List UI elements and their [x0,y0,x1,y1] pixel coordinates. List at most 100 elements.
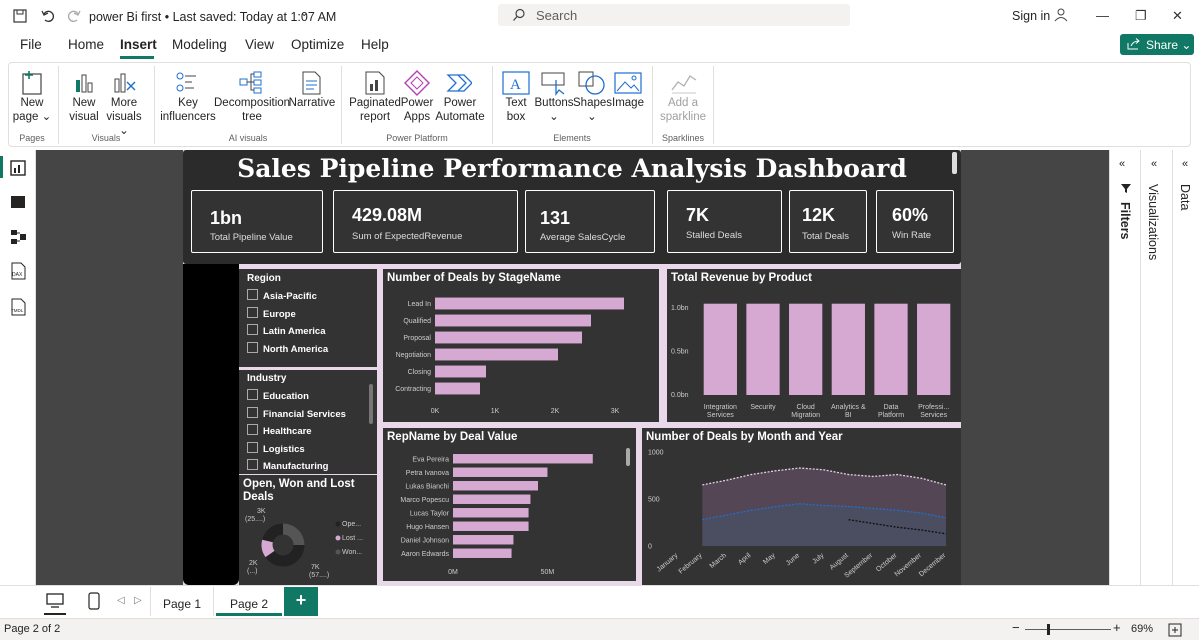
account-icon[interactable] [1053,7,1069,23]
image-button[interactable]: Image [611,96,645,110]
slicer-option-latin-america[interactable]: Latin America [247,324,325,337]
power-automate-button[interactable]: Power Automate [435,96,485,124]
shapes-button[interactable]: Shapes ⌄ [573,96,612,124]
bar-marco-popescu[interactable] [453,494,531,504]
bar-analytics-bi[interactable] [831,303,865,395]
zoom-out-icon[interactable]: − [1012,620,1020,635]
donut-slice-lost[interactable] [261,539,275,558]
collapse-visualizations-icon[interactable]: « [1151,158,1158,170]
table-view-icon[interactable] [10,194,26,210]
collapse-data-icon[interactable]: « [1182,158,1189,170]
new-visual-button[interactable]: New visual [66,96,102,124]
donut-chart-open-won-lost[interactable]: Open, Won and Lost Deals 3K (25....) 2K … [239,475,377,585]
menu-insert[interactable]: Insert [120,37,157,52]
chart-deals-by-month[interactable]: Number of Deals by Month and Year 0 500 10… [642,428,961,585]
bar-aaron-edwards[interactable] [453,548,512,558]
line-series-c[interactable] [848,519,947,535]
fit-to-page-icon[interactable] [1168,623,1182,637]
scrollbar[interactable] [952,152,957,174]
save-icon[interactable] [12,8,28,24]
slicer-option-north-america[interactable]: North America [247,342,328,355]
bar-lead-in[interactable] [435,297,624,310]
bar-daniel-johnson[interactable] [453,535,514,545]
desktop-layout-icon[interactable] [46,593,64,609]
zoom-level[interactable]: 69% [1131,623,1154,635]
kpi-card[interactable]: 7K Stalled Deals [667,190,782,253]
bar-eva-pereira[interactable] [453,454,593,464]
add-page-button[interactable]: + [284,587,318,616]
zoom-in-icon[interactable]: + [1113,620,1121,635]
bar-professi-services[interactable] [917,303,951,395]
bar-integration-services[interactable] [703,303,737,395]
slicer-option-education[interactable]: Education [247,389,309,402]
share-button[interactable]: Share ⌄ [1120,34,1194,55]
report-view-icon[interactable] [10,160,26,176]
menu-view[interactable]: View [245,37,275,52]
bar-data-platform[interactable] [874,303,908,395]
text-box-button[interactable]: Text box [500,96,532,124]
slicer-option-europe[interactable]: Europe [247,307,296,320]
chart-deals-by-stage[interactable]: Number of Deals by StageName Lead In Qual… [383,269,659,422]
chevron-down-icon[interactable]: ⌄ [300,8,309,19]
menu-modeling[interactable]: Modeling [172,37,227,52]
bar-lucas-taylor[interactable] [453,508,529,518]
zoom-slider[interactable] [1025,629,1111,630]
power-apps-button[interactable]: Power Apps [399,96,435,124]
next-page-icon[interactable]: ▷ [134,595,142,606]
slicer-option-healthcare[interactable]: Healthcare [247,424,312,437]
undo-icon[interactable] [40,8,56,24]
tmdl-view-icon[interactable]: TMDL [9,298,27,316]
model-view-icon[interactable] [10,229,27,246]
legend-lost[interactable]: Lost ... [342,535,363,542]
legend-open[interactable]: Ope... [342,521,361,528]
filters-pane-tab[interactable]: Filters [1118,202,1132,240]
mobile-layout-icon[interactable] [88,592,100,610]
data-pane-tab[interactable]: Data [1178,184,1192,211]
key-influencers-button[interactable]: Key influencers [160,96,216,124]
kpi-card[interactable]: 60% Win Rate [876,190,954,253]
prev-page-icon[interactable]: ◁ [117,595,125,606]
line-series-b[interactable] [702,503,947,521]
zoom-slider-thumb[interactable] [1047,624,1050,635]
legend-won[interactable]: Won... [342,549,362,556]
bar-lukas-bianchi[interactable] [453,481,538,491]
chart-rep-by-deal-value[interactable]: RepName by Deal Value Eva Pereira Petra I… [383,428,636,581]
bar-petra-ivanova[interactable] [453,467,548,477]
page-tab-2[interactable]: Page 2 [216,587,282,616]
menu-file[interactable]: File [20,37,42,52]
buttons-button[interactable]: Buttons ⌄ [533,96,575,124]
bar-qualified[interactable] [435,314,591,327]
dashboard-title[interactable]: Sales Pipeline Performance Analysis Dash… [237,154,907,183]
minimize-icon[interactable]: — [1096,8,1109,23]
decomposition-tree-button[interactable]: Decomposition tree [214,96,290,124]
chart-revenue-by-product[interactable]: Total Revenue by Product 0.0bn 0.5bn 1.0bn… [667,269,961,422]
bar-negotiation[interactable] [435,348,558,361]
visualizations-pane-tab[interactable]: Visualizations [1146,184,1160,261]
industry-slicer[interactable]: Industry Education Financial Services He… [239,370,377,474]
sign-in-link[interactable]: Sign in [1012,9,1051,23]
add-sparkline-button[interactable]: Add a sparkline [658,96,708,124]
document-title[interactable]: power Bi first • Last saved: Today at 1:… [89,10,337,24]
menu-home[interactable]: Home [68,37,105,52]
redo-icon[interactable] [66,8,82,24]
maximize-icon[interactable]: ❐ [1135,8,1147,23]
bar-security[interactable] [746,303,780,395]
slicer-option-asia-pacific[interactable]: Asia-Pacific [247,289,317,302]
new-page-button[interactable]: New page ⌄ [12,96,52,124]
bar-cloud-migration[interactable] [789,303,823,395]
chart-scrollbar[interactable] [626,448,630,466]
slicer-option-manufacturing[interactable]: Manufacturing [247,459,328,472]
dax-query-icon[interactable]: DAX [9,262,27,280]
more-visuals-button[interactable]: More visuals ⌄ [102,96,146,138]
bar-closing[interactable] [435,365,486,378]
page-tab-1[interactable]: Page 1 [150,587,214,616]
menu-help[interactable]: Help [361,37,389,52]
slicer-option-financial-services[interactable]: Financial Services [247,407,346,420]
bar-hugo-hansen[interactable] [453,521,529,531]
paginated-report-button[interactable]: Paginated report [349,96,401,124]
bar-proposal[interactable] [435,331,582,344]
slicer-option-logistics[interactable]: Logistics [247,442,305,455]
narrative-button[interactable]: Narrative [288,96,336,110]
collapse-filters-icon[interactable]: « [1119,158,1126,170]
kpi-card[interactable]: 429.08M Sum of ExpectedRevenue [333,190,518,253]
